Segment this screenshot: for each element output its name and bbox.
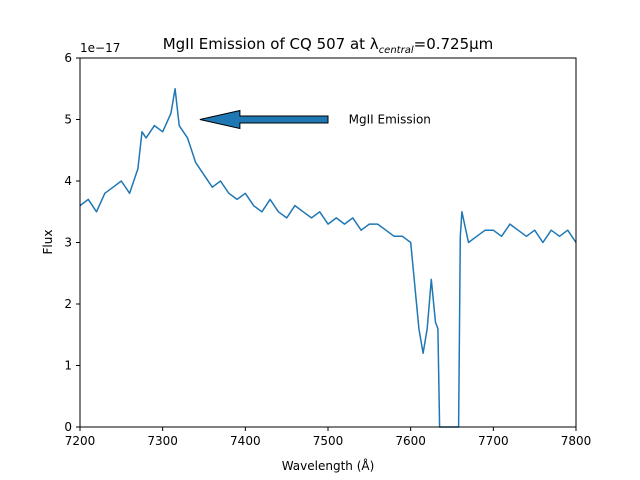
y-tick-label: 0 (64, 420, 72, 434)
y-tick-label: 3 (64, 236, 72, 250)
x-tick-label: 7400 (230, 434, 261, 448)
x-tick-label: 7600 (395, 434, 426, 448)
y-tick-label: 4 (64, 174, 72, 188)
y-tick-label: 1 (64, 359, 72, 373)
y-tick-label: 5 (64, 113, 72, 127)
annotation-arrow (199, 109, 329, 130)
x-tick-label: 7200 (65, 434, 96, 448)
x-tick-label: 7800 (561, 434, 592, 448)
series-line-0 (79, 88, 577, 428)
plot-area: 7200 7300 7400 7500 7600 7700 7800 0 1 2 3 4 5 6 MgII … (64, 51, 591, 448)
annotation-label: MgII Emission (349, 113, 431, 127)
y-tick-label: 2 (64, 297, 72, 311)
x-axis-label: Wavelength (Å) (282, 458, 375, 473)
x-tick-label: 7700 (478, 434, 509, 448)
y-tick-label: 6 (64, 51, 72, 65)
chart-title: MgII Emission of CQ 507 at λcentral=0.72… (163, 35, 494, 56)
y-axis-label: Flux (41, 230, 55, 255)
plot-frame (79, 57, 577, 428)
x-tick-label: 7500 (313, 434, 344, 448)
x-tick-label: 7300 (147, 434, 178, 448)
y-offset-label: 1e−17 (80, 41, 120, 55)
